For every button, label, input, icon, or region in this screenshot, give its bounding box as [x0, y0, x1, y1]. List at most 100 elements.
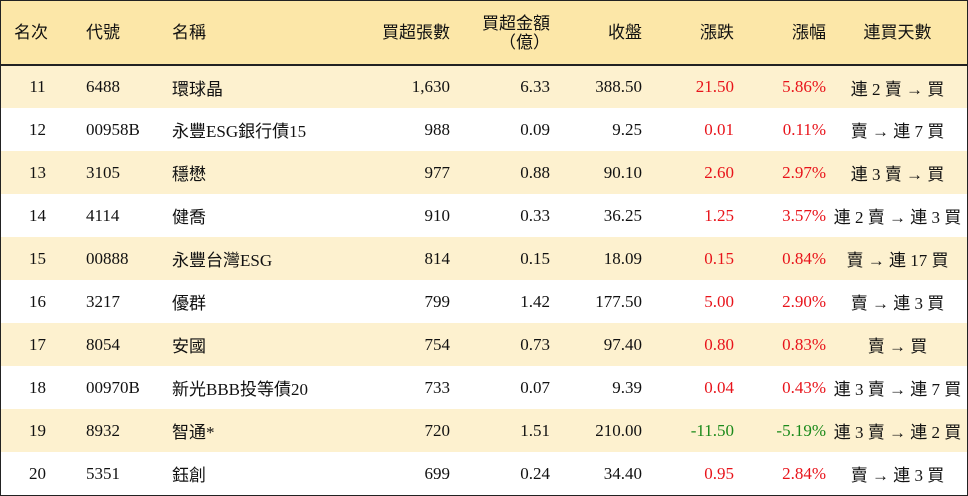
cell-name[interactable]: 環球晶 [172, 79, 223, 99]
cell-change-pct: -5.19% [776, 420, 826, 440]
header-net-buy-amount-line1: 買超金額 [482, 13, 550, 33]
cell-close: 9.25 [612, 119, 642, 139]
header-consecutive-days[interactable]: 連買天數 [828, 1, 967, 66]
header-net-buy-lots[interactable]: 買超張數 [352, 1, 452, 66]
cell-close: 90.10 [603, 162, 642, 182]
cell-consecutive-days: 賣 → 買 [867, 337, 928, 356]
cell-code[interactable]: 3217 [86, 291, 120, 311]
cell-net-buy-lots: 988 [424, 119, 451, 139]
cell-change: 0.15 [704, 248, 734, 268]
header-rank[interactable]: 名次 [1, 1, 74, 66]
cell-consecutive-days: 賣 → 連 3 買 [850, 294, 945, 313]
cell-change-pct: 0.11% [782, 119, 826, 139]
cell-rank: 17 [29, 334, 46, 354]
cell-change: 0.80 [704, 334, 734, 354]
cell-net-buy-lots: 1,630 [411, 77, 450, 96]
cell-code[interactable]: 8932 [86, 420, 120, 440]
cell-name[interactable]: 鈺創 [172, 466, 206, 485]
cell-name[interactable]: 穩懋 [172, 165, 206, 184]
cell-code[interactable]: 00888 [86, 248, 129, 268]
table-row[interactable]: 14 4114 健喬 910 0.33 36.25 1.25 3.57% 連 2 賣 → 連 3… [1, 194, 967, 237]
cell-change-pct: 3.57% [782, 205, 826, 225]
cell-name[interactable]: 新光BBB投等債20 [172, 380, 309, 399]
cell-code[interactable]: 4114 [86, 205, 120, 225]
cell-close: 97.40 [603, 334, 642, 354]
cell-name[interactable]: 安國 [172, 337, 206, 356]
header-net-buy-amount[interactable]: 買超金額 （億） [452, 1, 552, 66]
cell-net-buy-lots: 699 [424, 463, 451, 483]
cell-net-buy-amount: 0.24 [520, 463, 550, 483]
cell-close: 36.25 [603, 205, 642, 225]
cell-net-buy-amount: 0.33 [520, 205, 550, 225]
cell-change-pct: 2.90% [782, 291, 826, 311]
table-row[interactable]: 16 3217 優群 799 1.42 177.50 5.00 2.90% 賣 → 連 3 買 [1, 280, 967, 323]
header-change[interactable]: 漲跌 [644, 1, 736, 66]
cell-net-buy-amount: 0.73 [520, 334, 550, 354]
header-close[interactable]: 收盤 [552, 1, 644, 66]
cell-net-buy-lots: 720 [424, 420, 451, 440]
cell-consecutive-days: 連 3 賣 → 連 2 買 [833, 423, 962, 442]
cell-name[interactable]: 優群 [172, 294, 206, 313]
cell-change-pct: 5.86% [782, 77, 826, 96]
cell-rank: 11 [29, 77, 46, 96]
cell-rank: 15 [29, 248, 46, 268]
table-row[interactable]: 19 8932 智通* 720 1.51 210.00 -11.50 -5.19% 連 3 賣 … [1, 409, 967, 452]
cell-consecutive-days: 連 3 賣 → 買 [850, 165, 945, 184]
cell-rank: 13 [29, 162, 46, 182]
cell-change-pct: 0.43% [782, 377, 826, 397]
cell-change: 0.01 [704, 119, 734, 139]
cell-change: 5.00 [704, 291, 734, 311]
cell-close: 18.09 [603, 248, 642, 268]
table-row[interactable]: 18 00970B 新光BBB投等債20 733 0.07 9.39 0.04 0.43% 連 … [1, 366, 967, 409]
cell-consecutive-days: 賣 → 連 7 買 [850, 122, 945, 141]
table-row[interactable]: 11 6488 環球晶 1,630 6.33 388.50 21.50 5.86% 連 2 賣 … [1, 65, 967, 108]
table-row[interactable]: 12 00958B 永豐ESG銀行債15 988 0.09 9.25 0.01 0.11% 賣 … [1, 108, 967, 151]
cell-net-buy-amount: 0.88 [520, 162, 550, 182]
table-row[interactable]: 17 8054 安國 754 0.73 97.40 0.80 0.83% 賣 → 買 [1, 323, 967, 366]
cell-name[interactable]: 健喬 [172, 208, 206, 227]
cell-rank: 19 [29, 420, 46, 440]
cell-name[interactable]: 永豐ESG銀行債15 [172, 122, 307, 141]
cell-change-pct: 0.84% [782, 248, 826, 268]
table-row[interactable]: 13 3105 穩懋 977 0.88 90.10 2.60 2.97% 連 3 賣 → 買 [1, 151, 967, 194]
cell-rank: 18 [29, 377, 46, 397]
cell-close: 388.50 [595, 77, 642, 96]
cell-code[interactable]: 3105 [86, 162, 120, 182]
cell-net-buy-lots: 799 [424, 291, 451, 311]
cell-net-buy-amount: 0.15 [520, 248, 550, 268]
cell-net-buy-lots: 754 [424, 334, 451, 354]
header-code[interactable]: 代號 [74, 1, 168, 66]
cell-code[interactable]: 8054 [86, 334, 120, 354]
cell-rank: 14 [29, 205, 46, 225]
cell-consecutive-days: 連 3 賣 → 連 7 買 [833, 380, 962, 399]
cell-consecutive-days: 連 2 賣 → 買 [850, 79, 945, 99]
cell-change: 21.50 [695, 77, 734, 96]
table-row[interactable]: 15 00888 永豐台灣ESG 814 0.15 18.09 0.15 0.84% 賣 → 連… [1, 237, 967, 280]
cell-consecutive-days: 賣 → 連 3 買 [850, 466, 945, 485]
cell-net-buy-lots: 910 [424, 205, 451, 225]
cell-net-buy-lots: 977 [424, 162, 451, 182]
cell-net-buy-lots: 733 [424, 377, 451, 397]
cell-net-buy-amount: 0.09 [520, 119, 550, 139]
cell-close: 34.40 [603, 463, 642, 483]
cell-net-buy-amount: 6.33 [520, 77, 550, 96]
cell-change-pct: 0.83% [782, 334, 826, 354]
cell-code[interactable]: 6488 [86, 77, 120, 96]
cell-net-buy-amount: 1.51 [520, 420, 550, 440]
cell-change: 0.04 [704, 377, 734, 397]
cell-code[interactable]: 5351 [86, 463, 120, 483]
cell-change-pct: 2.84% [782, 463, 826, 483]
header-name[interactable]: 名稱 [168, 1, 352, 66]
cell-consecutive-days: 連 2 賣 → 連 3 買 [833, 208, 962, 227]
cell-name[interactable]: 智通* [172, 423, 215, 442]
header-change-pct[interactable]: 漲幅 [736, 1, 828, 66]
cell-name[interactable]: 永豐台灣ESG [172, 251, 273, 270]
cell-change: 0.95 [704, 463, 734, 483]
cell-code[interactable]: 00958B [86, 119, 140, 139]
table-header-row: 名次 代號 名稱 買超張數 買超金額 （億） 收盤 漲跌 漲幅 連買天數 [1, 1, 967, 66]
cell-code[interactable]: 00970B [86, 377, 140, 397]
cell-close: 9.39 [612, 377, 642, 397]
table-row[interactable]: 20 5351 鈺創 699 0.24 34.40 0.95 2.84% 賣 → 連 3 買 [1, 452, 967, 495]
